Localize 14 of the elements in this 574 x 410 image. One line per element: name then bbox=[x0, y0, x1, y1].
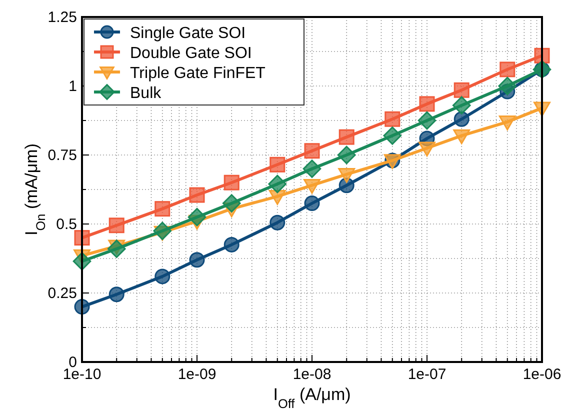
y-tick-label: 0.5 bbox=[56, 216, 77, 233]
legend-label: Double Gate SOI bbox=[130, 45, 252, 62]
x-tick-label: 1e-08 bbox=[292, 366, 332, 383]
y-tick-label: 0.25 bbox=[48, 285, 77, 302]
x-tick-label: 1e-06 bbox=[522, 366, 562, 383]
y-tick-label: 1 bbox=[68, 78, 77, 95]
x-tick-label: 1e-09 bbox=[178, 366, 216, 383]
x-axis-title: I$_{Off}$ (A/μm) bbox=[273, 385, 351, 410]
legend-label: Triple Gate FinFET bbox=[130, 65, 266, 82]
y-tick-label: 1.25 bbox=[48, 9, 77, 26]
legend-label: Single Gate SOI bbox=[130, 25, 246, 42]
legend-label: Bulk bbox=[130, 85, 162, 102]
y-tick-label: 0.75 bbox=[48, 147, 77, 164]
x-tick-label: 1e-07 bbox=[408, 366, 446, 383]
